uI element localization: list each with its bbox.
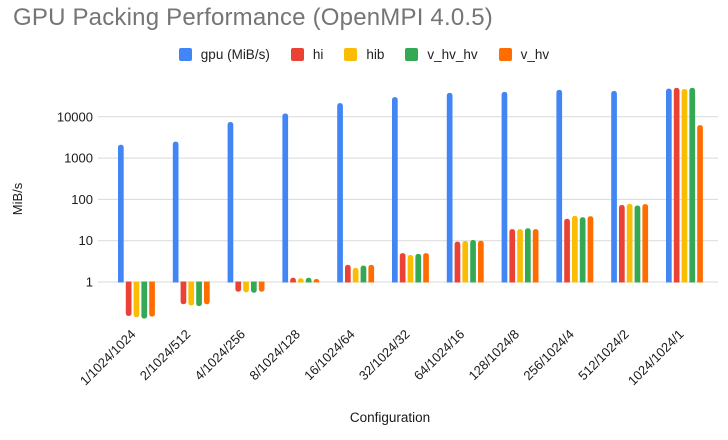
bar-hi-4/1024/256[interactable]: [235, 281, 242, 292]
bar-v-hv-2/1024/512[interactable]: [204, 281, 210, 305]
bar-v-hv-hv-32/1024/32[interactable]: [415, 253, 422, 283]
bar-hib-256/1024/4[interactable]: [572, 215, 578, 283]
bar-hib-64/1024/16[interactable]: [462, 241, 469, 283]
bar-hi-1/1024/1024[interactable]: [125, 281, 132, 317]
bar-v-hv-hv-64/1024/16[interactable]: [470, 239, 476, 283]
bar-hib-32/1024/32[interactable]: [407, 255, 414, 283]
y-tick-label: 100: [71, 192, 93, 207]
bar-gpu-MiB-s--4/1024/256[interactable]: [227, 121, 234, 283]
y-tick-label: 10000: [57, 109, 93, 124]
bar-v-hv-512/1024/2[interactable]: [642, 204, 649, 283]
legend-label: hi: [312, 46, 324, 62]
bar-gpu-MiB-s--8/1024/128[interactable]: [282, 113, 289, 283]
x-tick-label: 8/1024/128: [246, 327, 303, 384]
bar-v-hv-hv-512/1024/2[interactable]: [634, 205, 641, 283]
bar-v-hv-hv-256/1024/4[interactable]: [579, 217, 586, 283]
legend-swatch-icon: [290, 47, 304, 61]
legend-item-v-hv: v_hv: [498, 46, 550, 62]
bar-gpu-MiB-s--1/1024/1024[interactable]: [118, 144, 124, 283]
bar-hi-16/1024/64[interactable]: [345, 264, 351, 283]
bar-hi-128/1024/8[interactable]: [509, 229, 516, 283]
bar-hi-8/1024/128[interactable]: [290, 277, 296, 283]
bar-gpu-MiB-s--256/1024/4[interactable]: [556, 89, 563, 283]
bar-v-hv-32/1024/32[interactable]: [423, 253, 429, 283]
bar-hib-1024/1024/1[interactable]: [681, 89, 688, 283]
chart-title: GPU Packing Performance (OpenMPI 4.0.5): [13, 4, 493, 31]
bar-hib-512/1024/2[interactable]: [626, 203, 633, 283]
bar-v-hv-hv-128/1024/8[interactable]: [525, 228, 531, 283]
bar-v-hv-hv-2/1024/512[interactable]: [196, 281, 202, 307]
bar-v-hv-hv-8/1024/128[interactable]: [305, 277, 312, 283]
x-axis-title: Configuration: [350, 410, 430, 425]
bar-v-hv-4/1024/256[interactable]: [258, 281, 265, 292]
bar-gpu-MiB-s--64/1024/16[interactable]: [446, 92, 453, 283]
x-tick-label: 512/1024/2: [575, 327, 632, 384]
legend-item-v-hv-hv: v_hv_hv: [405, 46, 478, 62]
legend-swatch-icon: [344, 47, 358, 61]
bar-gpu-MiB-s--16/1024/64[interactable]: [337, 103, 343, 283]
legend-label: v_hv_hv: [427, 46, 478, 62]
legend-item-hi: hi: [290, 46, 324, 62]
x-tick-label: 128/1024/8: [466, 327, 523, 384]
y-axis-title: MiB/s: [10, 182, 25, 215]
bar-hi-2/1024/512[interactable]: [180, 281, 187, 305]
x-tick-label: 64/1024/16: [411, 327, 468, 384]
bar-v-hv-64/1024/16[interactable]: [478, 240, 484, 283]
bar-gpu-MiB-s--32/1024/32[interactable]: [392, 97, 398, 283]
bar-hi-32/1024/32[interactable]: [399, 253, 406, 283]
bar-v-hv-1024/1024/1[interactable]: [697, 125, 703, 283]
bar-gpu-MiB-s--128/1024/8[interactable]: [501, 91, 508, 283]
bar-hib-2/1024/512[interactable]: [188, 281, 195, 306]
x-tick-label: 256/1024/4: [520, 327, 577, 384]
bar-v-hv-hv-1/1024/1024[interactable]: [141, 281, 148, 319]
x-tick-label: 32/1024/32: [356, 327, 413, 384]
bar-hib-128/1024/8[interactable]: [517, 229, 523, 283]
legend-swatch-icon: [498, 47, 512, 61]
legend-label: gpu (MiB/s): [200, 46, 270, 62]
legend: gpu (MiB/s) hi hib v_hv_hv v_hv: [0, 46, 728, 62]
legend-swatch-icon: [405, 47, 419, 61]
bar-v-hv-hv-1024/1024/1[interactable]: [689, 87, 696, 283]
bar-hib-1/1024/1024[interactable]: [133, 281, 140, 318]
bar-v-hv-16/1024/64[interactable]: [368, 264, 375, 283]
bar-v-hv-1/1024/1024[interactable]: [149, 281, 155, 317]
bar-gpu-MiB-s--512/1024/2[interactable]: [611, 91, 617, 283]
x-tick-label: 4/1024/256: [192, 327, 249, 384]
y-tick-label: 1: [86, 275, 93, 290]
bar-v-hv-128/1024/8[interactable]: [532, 229, 539, 283]
legend-label: hib: [366, 46, 385, 62]
bar-hib-8/1024/128[interactable]: [298, 278, 304, 283]
legend-label: v_hv: [520, 46, 550, 62]
bar-hi-64/1024/16[interactable]: [454, 241, 461, 283]
bar-v-hv-hv-4/1024/256[interactable]: [251, 281, 257, 293]
y-tick-label: 10: [79, 233, 93, 248]
x-tick-label: 16/1024/64: [301, 327, 358, 384]
bar-hi-1024/1024/1[interactable]: [673, 87, 680, 283]
bar-hi-256/1024/4[interactable]: [564, 218, 570, 283]
bar-hib-4/1024/256[interactable]: [243, 281, 249, 293]
legend-item-gpu-MiB-s-: gpu (MiB/s): [178, 46, 270, 62]
y-tick-label: 1000: [64, 151, 93, 166]
legend-swatch-icon: [178, 47, 192, 61]
x-tick-label: 1024/1024/1: [625, 327, 687, 389]
bar-v-hv-8/1024/128[interactable]: [313, 279, 320, 283]
bar-v-hv-256/1024/4[interactable]: [587, 216, 594, 283]
bar-gpu-MiB-s--2/1024/512[interactable]: [172, 141, 179, 283]
bar-v-hv-hv-16/1024/64[interactable]: [360, 265, 367, 283]
bar-hib-16/1024/64[interactable]: [352, 267, 359, 283]
x-tick-label: 2/1024/512: [137, 327, 194, 384]
bar-hi-512/1024/2[interactable]: [619, 205, 625, 283]
legend-item-hib: hib: [344, 47, 384, 62]
bar-gpu-MiB-s--1024/1024/1[interactable]: [666, 88, 672, 283]
x-tick-label: 1/1024/1024: [77, 327, 139, 389]
